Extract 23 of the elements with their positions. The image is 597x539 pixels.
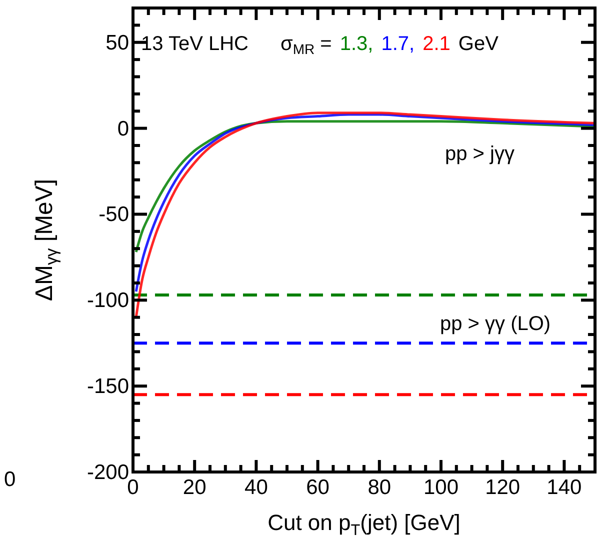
legend-title: σ$_{MR}$ = — [280, 33, 332, 58]
x-tick-label: 60 — [306, 476, 330, 499]
y-tick-label: -100 — [86, 289, 129, 312]
annotation: pp > jγγ — [445, 143, 514, 165]
x-tick-label: 120 — [485, 476, 520, 499]
x-axis-title: Cut on p$_{T}$(jet) [GeV] — [268, 510, 460, 538]
line-series — [134, 120, 596, 254]
text: 1.3, — [340, 33, 374, 55]
y-tick-label: -200 — [86, 461, 129, 484]
y-tick-label: 50 — [106, 31, 129, 54]
x-tick-label: 20 — [182, 476, 206, 499]
x-tick-label: 140 — [546, 476, 582, 499]
y-tick-label: -150 — [86, 375, 129, 398]
x-tick-label: 80 — [368, 476, 392, 499]
annotation: GeV — [458, 33, 500, 55]
annotation: 13 TeV LHC — [141, 33, 248, 55]
x-tick-label: 100 — [423, 476, 459, 499]
annotation: pp > γγ (LO) — [440, 313, 551, 335]
text: 1.7, — [381, 33, 415, 55]
y-tick-label: 0 — [117, 117, 129, 140]
x-tick-label: 40 — [244, 476, 268, 499]
y-tick-label: -50 — [98, 203, 129, 226]
text: 2.1 — [422, 33, 450, 55]
